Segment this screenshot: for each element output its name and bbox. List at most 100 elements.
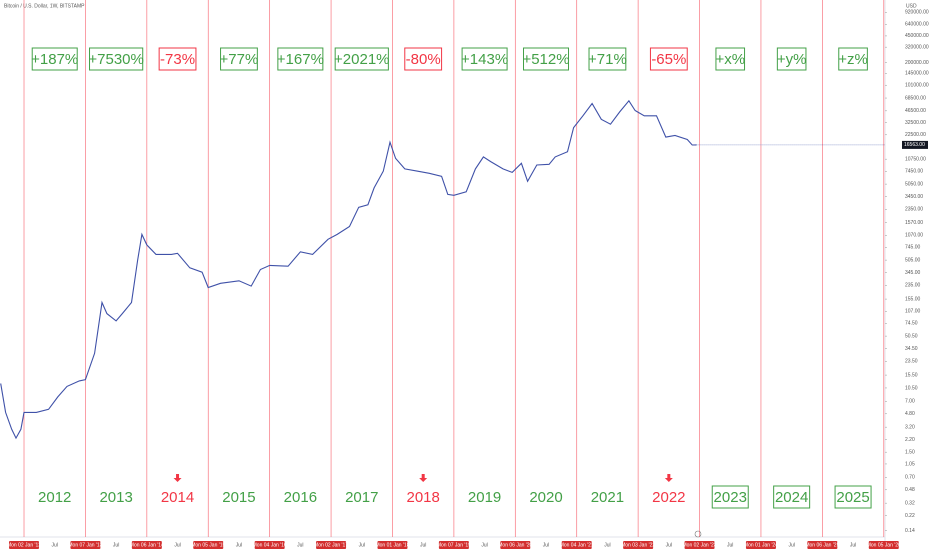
x-tick-label: Mon 07 Jan '19	[437, 542, 471, 548]
x-tick-label-bg	[70, 541, 101, 549]
y-tick-label: 155.00	[905, 296, 921, 302]
x-tick-label: Jul	[174, 542, 180, 548]
scroll-button[interactable]	[694, 530, 702, 538]
last-price-label: 16563.00	[904, 142, 925, 148]
x-tick-label: Jul	[236, 542, 242, 548]
annotation: +512%	[522, 51, 569, 68]
last-price-bg	[902, 140, 928, 149]
x-tick-label: Mon 01 Jan '18	[375, 542, 409, 548]
currency: USD	[906, 3, 917, 9]
x-tick-label: Jul	[359, 542, 365, 548]
annotation: -80%	[406, 51, 441, 68]
y-tick-label: 23.50	[905, 359, 918, 365]
x-tick-label-bg	[745, 541, 776, 549]
y-tick-label: 1570.00	[905, 220, 923, 226]
annotation: +z%	[838, 51, 868, 68]
x-tick-label: Mon 06 Jan '14	[130, 542, 164, 548]
y-tick-label: 920000.00	[905, 10, 929, 16]
annotation-box	[220, 47, 258, 71]
x-tick-label: Mon 06 Jan '25	[805, 542, 839, 548]
year-label: 2020	[529, 489, 562, 506]
y-tick-label: 101000.00	[905, 83, 929, 89]
x-tick-label: Jul	[788, 542, 794, 548]
x-tick-label: Mon 07 Jan '13	[68, 542, 102, 548]
y-tick-label: 74.50	[905, 321, 918, 327]
year-label: 2022	[652, 489, 685, 506]
x-tick-label: Mon 04 Jan '21	[560, 542, 594, 548]
x-tick-label: Jul	[420, 542, 426, 548]
year-label: 2024	[775, 489, 808, 506]
y-tick-label: 0.32	[905, 500, 915, 506]
annotation: +187%	[31, 51, 78, 68]
y-tick-label: 10.50	[905, 385, 918, 391]
y-tick-label: 107.00	[905, 309, 921, 315]
x-tick-label-bg	[438, 541, 469, 549]
y-tick-label: 4.80	[905, 411, 915, 417]
annotation-box	[838, 47, 868, 71]
x-tick-label-bg	[254, 541, 285, 549]
x-tick-label: Mon 05 Jan '15	[191, 542, 225, 548]
x-tick-label-bg	[807, 541, 838, 549]
year-label: 2014	[161, 489, 194, 506]
y-tick-label: 34.50	[905, 346, 918, 352]
x-tick-label: Mon 05 Jan '26	[867, 542, 901, 548]
y-tick-label: 345.00	[905, 270, 921, 276]
annotation: +2021%	[334, 51, 389, 68]
y-tick-label: 320000.00	[905, 44, 929, 50]
x-tick-label: Jul	[850, 542, 856, 548]
y-tick-label: 1.05	[905, 461, 915, 467]
year-label: 2021	[591, 489, 624, 506]
year-label: 2012	[38, 489, 71, 506]
annotation: +167%	[277, 51, 324, 68]
year-label: 2015	[222, 489, 255, 506]
x-tick-label: Mon 02 Jan '17	[314, 542, 348, 548]
annotation-box	[523, 47, 570, 71]
year-label: 2023	[714, 489, 747, 506]
x-tick-label: Mon 04 Jan '16	[253, 542, 287, 548]
year-label: 2013	[99, 489, 132, 506]
y-tick-label: 0.48	[905, 487, 915, 493]
annotation-box	[277, 47, 324, 71]
y-tick-label: 15.50	[905, 372, 918, 378]
y-tick-label: 640000.00	[905, 22, 929, 28]
y-tick-label: 145000.00	[905, 71, 929, 77]
annotation-box	[158, 47, 197, 71]
x-tick-label: Jul	[604, 542, 610, 548]
x-tick-label-bg	[684, 541, 715, 549]
price-line	[0, 99, 697, 440]
down-arrow	[664, 474, 673, 482]
annotation-box	[461, 47, 508, 71]
year-box	[773, 485, 811, 509]
y-tick-label: 2350.00	[905, 207, 923, 213]
x-tick-label-bg	[623, 541, 654, 549]
x-tick-label-bg	[131, 541, 162, 549]
y-tick-label: 1070.00	[905, 233, 923, 239]
x-tick-label: Mon 06 Jan '20	[498, 542, 532, 548]
x-tick-label: Jul	[297, 542, 303, 548]
down-arrow	[419, 474, 428, 482]
year-box	[834, 485, 872, 509]
annotation-box	[89, 47, 144, 71]
year-label: 2017	[345, 489, 378, 506]
chart-title: Bitcoin / U.S. Dollar, 1W, BITSTAMP	[4, 3, 85, 9]
annotation: -65%	[651, 51, 686, 68]
x-tick-label: Mon 02 Jan '12	[7, 542, 41, 548]
annotation-box	[334, 47, 389, 71]
year-label: 2025	[836, 489, 869, 506]
year-label: 2016	[284, 489, 317, 506]
annotation: +x%	[715, 51, 745, 68]
y-tick-label: 7.00	[905, 399, 915, 405]
x-tick-label: Jul	[481, 542, 487, 548]
y-tick-label: 200000.00	[905, 60, 929, 66]
x-tick-label: Mon 03 Jan '22	[621, 542, 655, 548]
annotation-box	[31, 47, 78, 71]
y-tick-label: 32500.00	[905, 120, 926, 126]
annotation: +y%	[777, 51, 807, 68]
x-tick-label: Mon 01 Jan '24	[744, 542, 778, 548]
y-tick-label: 235.00	[905, 283, 921, 289]
annotation-box	[588, 47, 627, 71]
annotation: +143%	[461, 51, 508, 68]
down-arrow	[173, 474, 182, 482]
y-tick-label: 1.50	[905, 450, 915, 456]
